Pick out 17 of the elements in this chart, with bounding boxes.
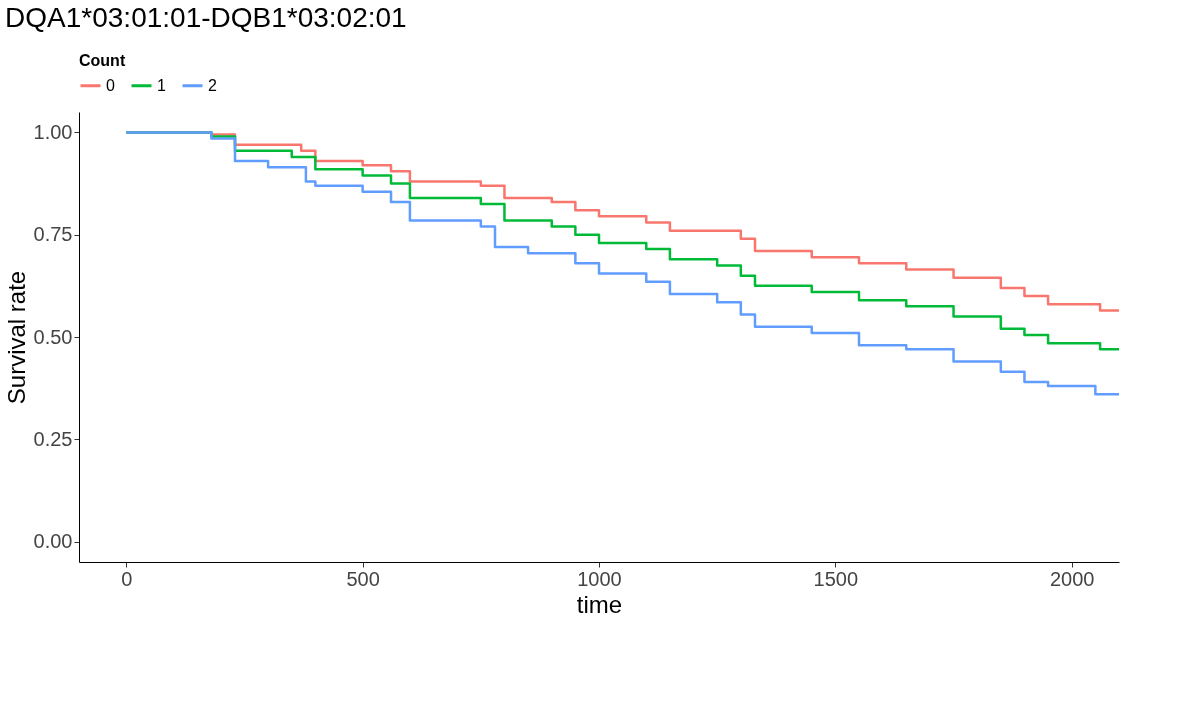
x-tick-label: 1500 bbox=[813, 567, 859, 590]
legend-label: 0 bbox=[106, 76, 115, 94]
x-tick-label: 500 bbox=[346, 567, 380, 590]
y-tick-label: 1.00 bbox=[33, 120, 73, 143]
y-axis-title: Survival rate bbox=[2, 270, 30, 405]
y-tick-label: 0.50 bbox=[33, 325, 73, 348]
legend-label: 2 bbox=[208, 76, 217, 94]
x-tick-label: 1000 bbox=[577, 567, 622, 590]
y-tick-label: 0.25 bbox=[33, 427, 73, 450]
x-tick-label: 2000 bbox=[1049, 567, 1095, 590]
y-tick-label: 0.75 bbox=[33, 223, 73, 246]
chart-title: DQA1*03:01:01-DQB1*03:02:01 bbox=[5, 2, 407, 33]
x-axis-title: time bbox=[576, 590, 623, 618]
x-tick-label: 0 bbox=[121, 567, 133, 590]
y-tick-label: 0.00 bbox=[33, 530, 73, 553]
legend-title: Count bbox=[79, 52, 126, 69]
legend-label: 1 bbox=[157, 76, 166, 94]
